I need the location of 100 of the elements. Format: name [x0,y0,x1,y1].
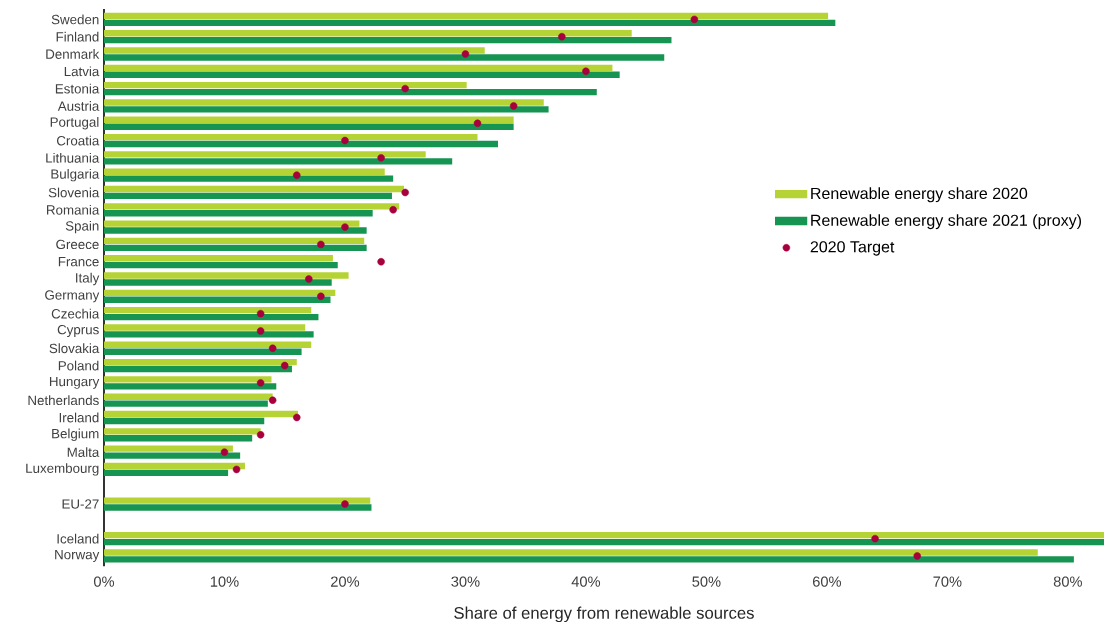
y-tick-label: Luxembourg [26,463,99,476]
bar [104,71,620,78]
point [256,327,265,335]
y-tick-label: Finland [56,31,99,42]
bar [104,158,453,165]
y-tick-label: Estonia [55,83,100,94]
y-tick-label: Slovenia [48,187,100,198]
bar [104,410,298,418]
bar [104,64,613,72]
x-tick-label: 10% [210,576,239,587]
point [558,32,566,41]
y-tick-label: Croatia [56,135,100,146]
point [582,67,590,76]
bar [104,203,400,210]
bar [104,417,265,425]
point [268,396,277,404]
point [293,171,301,179]
y-tick-label: Czechia [51,308,100,319]
point [317,240,325,249]
bar [104,556,1074,563]
bar [104,237,365,245]
bar [104,185,404,193]
bar [104,324,306,331]
bar [104,81,467,89]
y-tick-label: Iceland [57,533,99,544]
y-tick-label: Bulgaria [51,168,100,182]
bar [104,30,632,37]
bar [104,261,338,269]
y-tick-label: Malta [67,447,100,457]
y-tick-label: Slovakia [49,343,100,354]
bar [104,210,373,217]
x-axis-title: Share of energy from renewable sources [454,606,754,623]
bar [104,497,371,504]
bar [104,532,1104,539]
y-tick-label: Belgium [52,428,99,441]
bar [104,272,349,279]
bar [104,296,331,303]
y-tick-label: Latvia [64,66,100,77]
y-tick-label: Austria [57,101,100,111]
point [256,309,265,318]
y-tick-label: Lithuania [46,152,100,163]
bar [104,227,367,234]
point [256,379,265,387]
bar [104,445,233,452]
y-tick-label: Denmark [46,49,100,59]
point [305,275,313,283]
point [341,500,349,508]
point [461,50,470,58]
bar [104,88,597,96]
point [401,84,409,93]
bar [104,462,245,470]
point [317,292,325,301]
bar [104,358,297,366]
bar [104,549,1038,556]
bar [104,393,273,400]
bar [104,168,385,175]
bar [104,469,229,477]
y-tick-label: Cyprus [57,324,99,337]
y-tick-label: Romania [47,204,100,215]
y-tick-label: Hungary [49,376,100,389]
bar [104,106,549,113]
point [690,15,699,24]
bar [104,435,253,442]
bar [104,255,333,262]
y-tick-label: Ireland [59,412,99,423]
bar [104,376,272,383]
bar [104,348,302,355]
bar [104,99,544,106]
point [256,431,265,439]
bar [104,133,478,141]
bar [104,140,498,148]
point [871,534,879,543]
y-tick-label: Spain [65,220,99,234]
bar [104,400,268,407]
point [913,552,921,560]
y-tick-label: Germany [45,290,100,303]
bar [104,116,514,123]
point [341,136,349,145]
point [280,361,289,370]
bar [104,331,314,338]
bar [104,279,332,286]
point [389,206,397,214]
x-tick-label: 20% [331,576,360,587]
legend-label: 2020 Target [810,241,895,256]
bar [104,504,372,511]
bar [104,19,836,27]
bar [104,452,241,459]
bar [104,36,672,44]
point [401,188,409,197]
y-tick-label: Poland [58,360,99,371]
point [293,413,301,422]
x-tick-label: 0% [93,576,115,587]
x-tick-label: 80% [1053,576,1082,587]
y-tick-label: Netherlands [28,395,99,406]
bar [104,54,665,61]
bar [104,383,277,390]
bar [104,289,336,297]
bar [104,220,360,227]
point [377,257,385,266]
bar [104,341,312,348]
